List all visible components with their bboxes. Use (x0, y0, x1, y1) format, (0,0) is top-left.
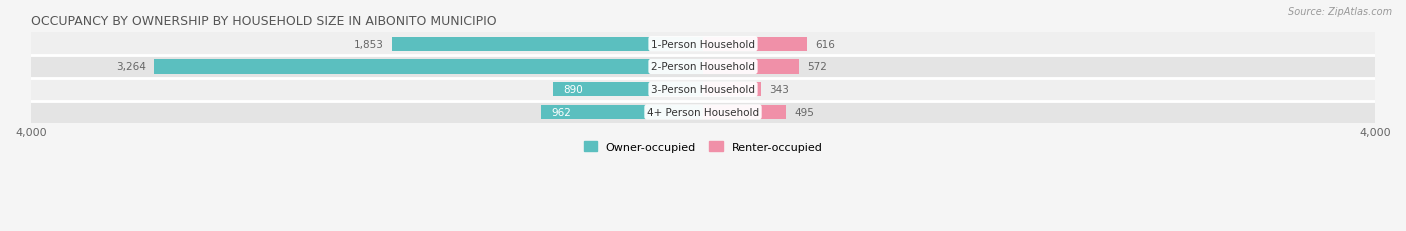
Text: 2-Person Household: 2-Person Household (651, 62, 755, 72)
Bar (554, 83, 703, 97)
Text: 343: 343 (769, 85, 789, 95)
Text: 3,264: 3,264 (117, 62, 146, 72)
Bar (31, 33, 1375, 56)
Text: Source: ZipAtlas.com: Source: ZipAtlas.com (1288, 7, 1392, 17)
Bar (703, 83, 761, 97)
Text: 616: 616 (815, 40, 835, 49)
Bar (703, 60, 799, 74)
Legend: Owner-occupied, Renter-occupied: Owner-occupied, Renter-occupied (579, 137, 827, 156)
Text: 495: 495 (794, 107, 814, 117)
Bar (541, 105, 703, 119)
Text: 1-Person Household: 1-Person Household (651, 40, 755, 49)
Text: 572: 572 (807, 62, 827, 72)
Bar (31, 56, 1375, 79)
Text: 4+ Person Household: 4+ Person Household (647, 107, 759, 117)
Bar (703, 37, 807, 52)
Bar (155, 60, 703, 74)
Text: 1,853: 1,853 (353, 40, 384, 49)
Bar (31, 79, 1375, 101)
Text: 962: 962 (551, 107, 571, 117)
Text: OCCUPANCY BY OWNERSHIP BY HOUSEHOLD SIZE IN AIBONITO MUNICIPIO: OCCUPANCY BY OWNERSHIP BY HOUSEHOLD SIZE… (31, 15, 496, 28)
Bar (31, 101, 1375, 124)
Text: 3-Person Household: 3-Person Household (651, 85, 755, 95)
Bar (703, 105, 786, 119)
Text: 890: 890 (564, 85, 583, 95)
Bar (392, 37, 703, 52)
